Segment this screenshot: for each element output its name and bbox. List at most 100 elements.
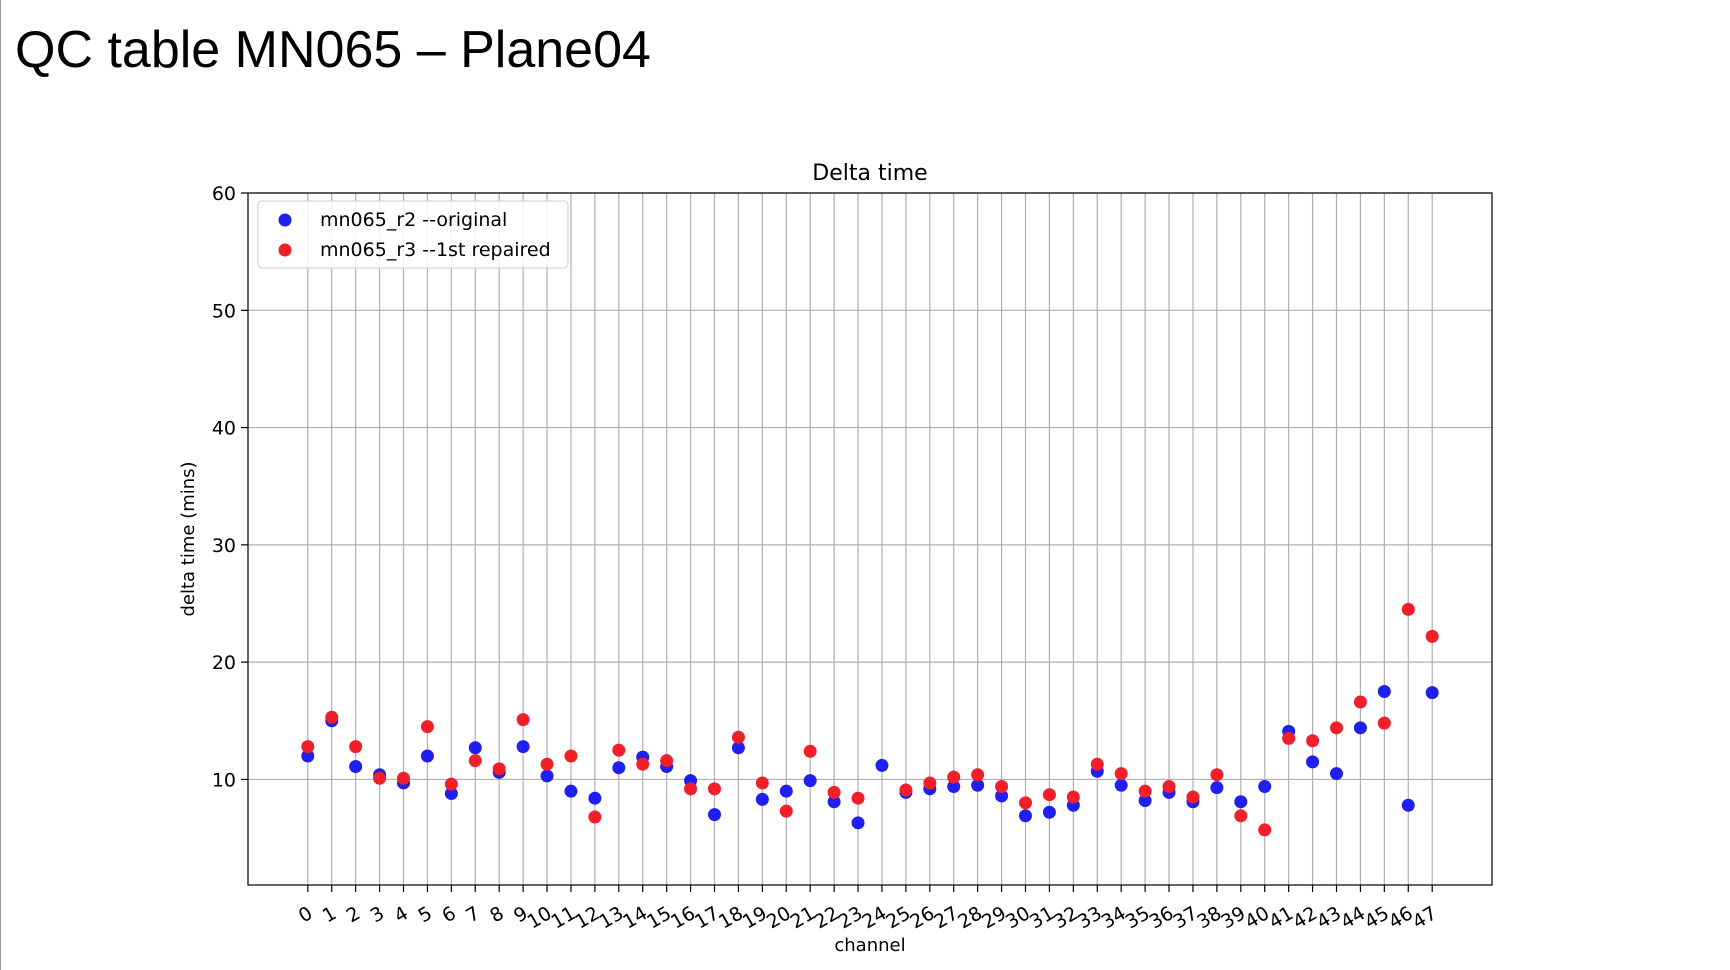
- point-r2: [588, 791, 602, 805]
- point-r3: [1019, 796, 1032, 810]
- point-r3: [995, 779, 1009, 793]
- x-tick-label: 6: [438, 902, 459, 927]
- point-r3: [588, 810, 602, 824]
- legend-label-r3: mn065_r3 --1st repaired: [320, 239, 551, 261]
- point-r3: [397, 771, 410, 785]
- point-r2: [947, 779, 961, 793]
- x-axis-ticks: 0 1 2 3 4 5 6 7 8 9101112131415161718192021222324…: [295, 885, 1441, 933]
- legend: mn065_r2 --original mn065_r3 --1st repai…: [257, 200, 569, 269]
- point-r2: [540, 769, 554, 783]
- point-r2: [349, 760, 363, 774]
- point-r3: [1353, 695, 1367, 709]
- point-r2: [803, 774, 817, 788]
- point-r3: [731, 730, 745, 744]
- point-r2: [444, 787, 458, 801]
- point-r3: [516, 713, 530, 727]
- legend-marker-r2: [278, 213, 292, 227]
- point-r2: [1210, 781, 1224, 795]
- point-r3: [492, 762, 506, 776]
- point-r2: [851, 816, 865, 830]
- point-r2: [1019, 809, 1032, 823]
- point-r2: [1258, 779, 1272, 793]
- y-tick-label: 60: [212, 183, 236, 205]
- y-tick-label: 30: [212, 535, 236, 557]
- point-r3: [325, 710, 339, 724]
- point-r3: [1210, 768, 1224, 782]
- point-r2: [731, 741, 745, 755]
- data-points: [301, 602, 1439, 837]
- y-axis-ticks: 10 20 30 40 50 60: [212, 183, 248, 791]
- point-r3: [923, 776, 937, 790]
- point-r3: [373, 771, 387, 785]
- slide-left-rule: [0, 0, 1, 970]
- point-r3: [684, 782, 698, 796]
- point-r3: [708, 782, 721, 796]
- point-r2: [1114, 778, 1128, 792]
- point-r3: [755, 776, 769, 790]
- point-r2: [755, 792, 769, 806]
- point-r3: [1090, 757, 1104, 771]
- point-r2: [995, 789, 1009, 803]
- legend-marker-r3: [278, 243, 292, 257]
- point-r2: [1330, 767, 1343, 781]
- point-r3: [899, 783, 913, 797]
- point-r3: [660, 754, 674, 768]
- point-r2: [468, 741, 482, 755]
- point-r3: [301, 740, 315, 754]
- x-tick-label: 8: [486, 902, 507, 927]
- point-r2: [1377, 684, 1391, 698]
- point-r2: [420, 749, 434, 763]
- point-r3: [444, 777, 458, 791]
- x-tick-label: 2: [343, 902, 364, 927]
- y-axis-label: delta time (mins): [178, 461, 199, 616]
- point-r3: [1042, 788, 1056, 802]
- point-r3: [1234, 809, 1248, 823]
- point-r2: [875, 758, 889, 772]
- point-r3: [540, 757, 554, 771]
- point-r3: [1401, 602, 1415, 616]
- chart-title: Delta time: [812, 161, 927, 186]
- legend-label-r2: mn065_r2 --original: [320, 209, 507, 231]
- plot-frame: [247, 192, 1493, 886]
- point-r2: [971, 778, 985, 792]
- legend-box: [257, 200, 569, 269]
- point-r3: [1258, 823, 1272, 837]
- point-r3: [1330, 721, 1343, 735]
- y-tick-label: 50: [212, 300, 236, 322]
- y-tick-label: 20: [212, 652, 236, 674]
- point-r2: [1425, 686, 1439, 700]
- point-r2: [1353, 721, 1367, 735]
- point-r3: [779, 804, 793, 818]
- y-tick-label: 40: [212, 418, 236, 440]
- point-r3: [468, 754, 482, 768]
- point-r3: [947, 770, 961, 784]
- point-r2: [516, 740, 530, 754]
- point-r2: [1138, 794, 1152, 808]
- point-r2: [708, 808, 721, 822]
- x-tick-label: 5: [414, 902, 435, 927]
- x-tick-label: 4: [391, 902, 412, 927]
- point-r3: [1114, 767, 1128, 781]
- point-r3: [564, 749, 578, 763]
- point-r3: [1066, 790, 1080, 804]
- point-r2: [564, 784, 578, 798]
- point-r3: [851, 791, 865, 805]
- point-r3: [1425, 629, 1439, 643]
- slide-title: QC table MN065 – Plane04: [15, 21, 651, 79]
- point-r3: [827, 785, 841, 799]
- x-tick-label: 47: [1409, 902, 1441, 933]
- point-r3: [636, 757, 650, 771]
- point-r3: [420, 720, 434, 734]
- point-r3: [1377, 716, 1391, 730]
- point-r2: [1042, 805, 1056, 819]
- point-r3: [1306, 734, 1320, 748]
- point-r3: [1138, 784, 1152, 798]
- point-r2: [612, 761, 626, 775]
- x-tick-label: 0: [295, 902, 316, 927]
- point-r3: [612, 743, 626, 757]
- point-r2: [779, 784, 793, 798]
- point-r2: [301, 749, 315, 763]
- grid-lines: [248, 192, 1492, 885]
- x-axis-label: channel: [834, 935, 905, 956]
